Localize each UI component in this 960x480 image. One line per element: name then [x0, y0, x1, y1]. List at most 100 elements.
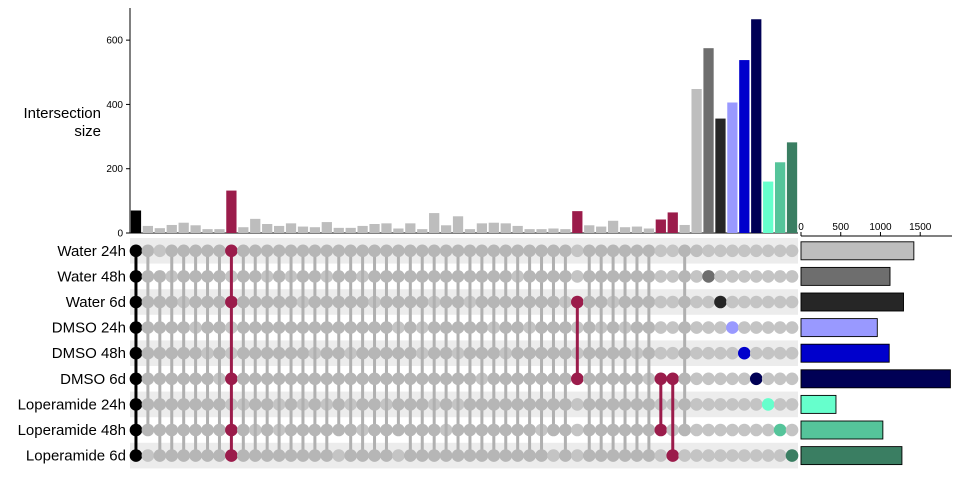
intersection-bar [333, 227, 344, 233]
matrix-dot-active [404, 423, 417, 437]
matrix-dot-active [272, 449, 286, 462]
matrix-dot-active [308, 372, 322, 386]
matrix-dot-active [380, 270, 393, 283]
matrix-dot-active [678, 295, 691, 309]
matrix-dot-active [511, 244, 524, 258]
matrix-dot-active [356, 346, 369, 360]
matrix-dot-inactive [761, 270, 775, 283]
matrix-dot-active [248, 398, 262, 411]
matrix-dot-active [630, 423, 644, 437]
matrix-dot-active [427, 423, 441, 437]
set-size-axis: 0 500 1000 1500 [798, 222, 952, 237]
matrix-dot-active [642, 321, 656, 334]
matrix-dot-inactive [714, 449, 727, 462]
matrix-dot-active [761, 398, 775, 411]
matrix-dot-active [248, 244, 262, 258]
matrix-dot-active [296, 372, 310, 386]
matrix-dot-active [129, 244, 143, 258]
matrix-dot-active [582, 244, 596, 258]
intersection-bars [130, 19, 798, 234]
matrix-dot-active [463, 346, 477, 360]
matrix-dot-inactive [773, 346, 787, 360]
set-label: DMSO 48h [52, 345, 126, 362]
intersection-bar [190, 225, 201, 233]
matrix-dot-active [368, 423, 381, 437]
matrix-dot-active [463, 449, 477, 462]
matrix-dot-active [141, 372, 155, 386]
matrix-dot-active [392, 270, 405, 283]
matrix-dot-active [535, 244, 548, 258]
matrix-dot-active [272, 346, 286, 360]
matrix-dot-active [499, 295, 513, 309]
matrix-dot-active [642, 423, 656, 437]
matrix-dot-active [213, 295, 226, 309]
matrix-dot-active [141, 244, 155, 258]
matrix-dot-active [487, 372, 501, 386]
set-size-axis-tick-label: 1000 [869, 222, 892, 233]
matrix-dot-inactive [571, 244, 584, 258]
matrix-dot-active [523, 295, 536, 309]
matrix-dot-active [511, 423, 524, 437]
matrix-dot-active [678, 321, 691, 334]
matrix-dot-active [344, 295, 357, 309]
matrix-dot-active [308, 270, 322, 283]
matrix-dot-active [559, 270, 572, 283]
matrix-dot-active [547, 244, 560, 258]
matrix-dot-active [129, 372, 143, 386]
matrix-dot-inactive [761, 449, 775, 462]
intersection-axis-tick-label: 0 [117, 229, 123, 240]
matrix-dot-active [141, 346, 155, 360]
matrix-dot-active [356, 321, 369, 334]
matrix-dot-active [201, 295, 214, 309]
intersection-bar [751, 19, 762, 233]
matrix-dot-active [177, 423, 190, 437]
set-labels: Water 24h Water 48h Water 6d DMSO 24h DMSO 4… [18, 243, 126, 465]
matrix-dot-inactive [714, 244, 727, 258]
matrix-dot-active [248, 449, 262, 462]
matrix-dot-active [225, 372, 238, 386]
matrix-dot-inactive [690, 346, 703, 360]
matrix-dot-active [368, 244, 381, 258]
matrix-dot-active [129, 346, 143, 360]
matrix-dot-active [332, 295, 346, 309]
matrix-dot-active [642, 398, 656, 411]
intersection-bar [285, 223, 297, 233]
matrix-dot-active [582, 270, 596, 283]
matrix-dot-active [201, 321, 214, 334]
intersection-bar [619, 227, 631, 233]
matrix-dot-active [582, 423, 596, 437]
matrix-dot-active [177, 449, 190, 462]
intersection-bar [631, 226, 643, 233]
matrix-dot-active [153, 372, 167, 386]
matrix-dot-active [630, 321, 644, 334]
matrix-dot-active [463, 321, 477, 334]
matrix-dot-active [177, 321, 190, 334]
matrix-dot-active [666, 449, 680, 462]
matrix-dot-inactive [702, 423, 715, 437]
matrix-dot-active [487, 423, 501, 437]
matrix-dot-active [606, 244, 620, 258]
matrix-dot-active [153, 295, 167, 309]
matrix-dot-active [511, 321, 524, 334]
matrix-dot-active [487, 398, 501, 411]
matrix-dot-active [368, 398, 381, 411]
matrix-dot-active [177, 398, 190, 411]
set-size-bar [800, 292, 904, 312]
intersection-bar [536, 229, 547, 233]
intersection-matrix [129, 244, 799, 462]
matrix-dot-inactive [714, 372, 727, 386]
matrix-dot-inactive [571, 449, 584, 462]
matrix-dot-active [296, 346, 310, 360]
matrix-dot-active [344, 244, 357, 258]
intersection-bar [226, 190, 237, 233]
matrix-dot-active [523, 398, 536, 411]
matrix-dot-active [368, 270, 381, 283]
matrix-dot-inactive [690, 372, 703, 386]
matrix-dot-inactive [654, 295, 668, 309]
matrix-dot-inactive [392, 449, 405, 462]
intersection-bar [345, 227, 356, 233]
matrix-dot-inactive [666, 270, 680, 283]
matrix-dot-active [702, 270, 715, 283]
matrix-dot-active [368, 449, 381, 462]
